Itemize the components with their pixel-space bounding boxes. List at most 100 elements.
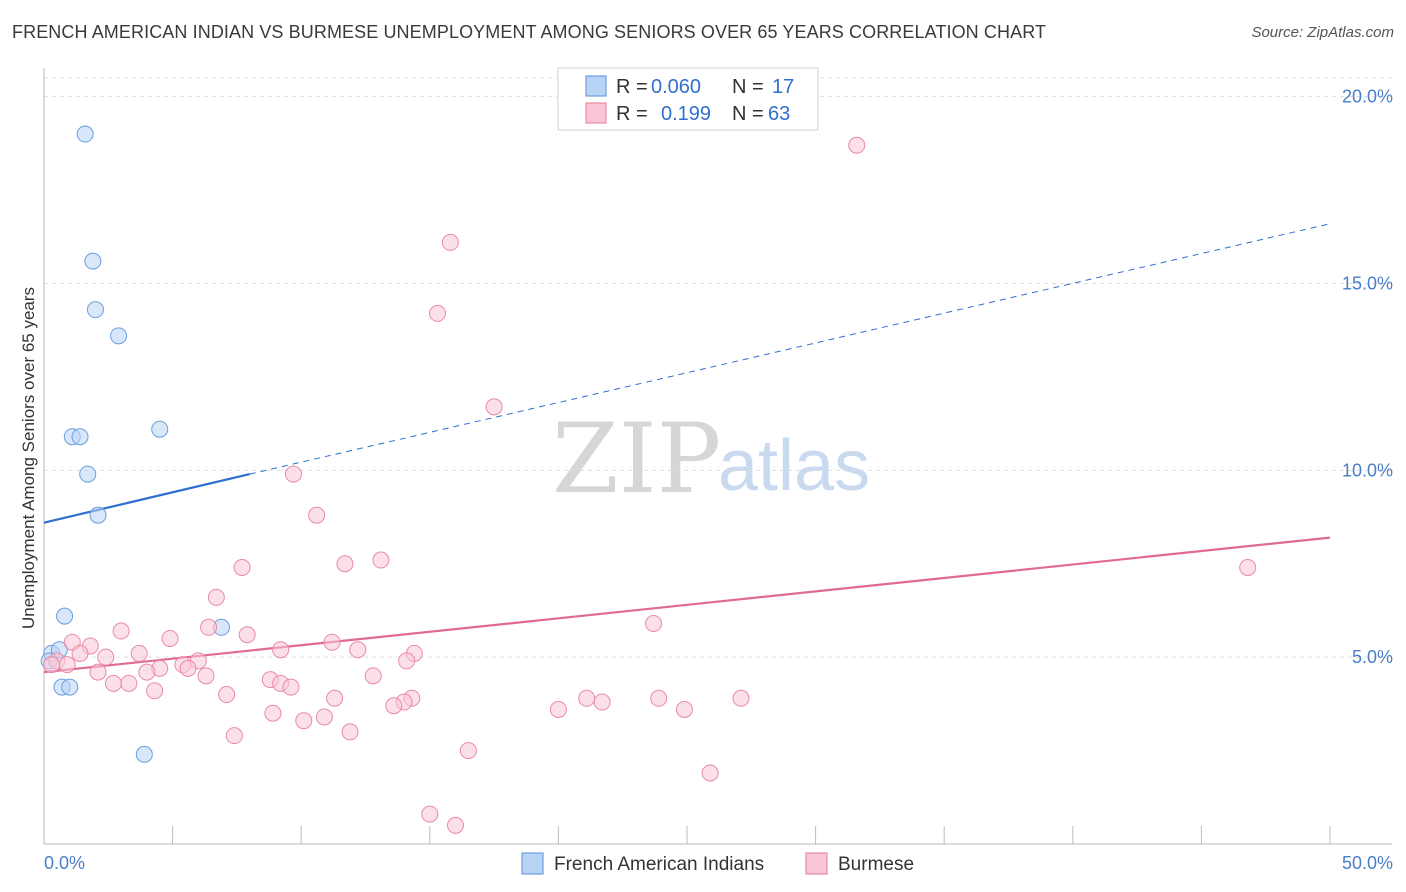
legend-r-value-blue: 0.060 [651, 76, 701, 98]
points-french-american-indians [40, 125, 230, 763]
point-burmese [650, 689, 668, 707]
legend-r-label-pink: R = [616, 103, 648, 125]
point-burmese [349, 641, 367, 659]
point-french-american-indians [89, 506, 107, 524]
point-burmese [732, 689, 750, 707]
point-burmese [120, 674, 138, 692]
watermark-zip: ZIP [552, 403, 721, 515]
point-burmese [421, 805, 439, 823]
trend-lines [43, 223, 1331, 674]
point-french-american-indians [86, 301, 104, 319]
point-burmese [97, 648, 115, 666]
point-burmese [284, 465, 302, 483]
point-burmese [200, 618, 218, 636]
point-burmese [701, 764, 719, 782]
chart-title: FRENCH AMERICAN INDIAN VS BURMESE UNEMPL… [12, 22, 1047, 42]
trend-line-french-american-indians [43, 473, 251, 524]
point-burmese [675, 700, 693, 718]
point-burmese [341, 723, 359, 741]
y-tick-label: 20.0% [1342, 87, 1393, 107]
point-burmese [225, 727, 243, 745]
point-burmese [295, 712, 313, 730]
point-french-american-indians [61, 678, 79, 696]
point-burmese [1239, 558, 1257, 576]
y-axis-label: Unemployment Among Seniors over 65 years [19, 287, 38, 629]
point-burmese [207, 588, 225, 606]
point-burmese [385, 697, 403, 715]
point-burmese [441, 233, 459, 251]
y-ticks: 5.0% 10.0% 15.0% 20.0% [1342, 87, 1393, 667]
point-burmese [71, 644, 89, 662]
point-french-american-indians [71, 428, 89, 446]
point-burmese [112, 622, 130, 640]
point-burmese [89, 663, 107, 681]
point-burmese [43, 656, 61, 674]
x-tick-label: 50.0% [1342, 853, 1393, 873]
point-french-american-indians [110, 327, 128, 345]
legend-r-value-pink: 0.199 [661, 103, 711, 125]
point-burmese [146, 682, 164, 700]
point-french-american-indians [76, 125, 94, 143]
point-burmese [272, 641, 290, 659]
y-tick-label: 15.0% [1342, 274, 1393, 294]
point-burmese [58, 656, 76, 674]
point-burmese [549, 700, 567, 718]
series-legend-swatch-blue [521, 852, 544, 875]
point-burmese [197, 667, 215, 685]
point-burmese [233, 558, 251, 576]
point-burmese [104, 674, 122, 692]
legend-n-label-pink: N = [732, 103, 764, 125]
point-burmese [161, 629, 179, 647]
point-burmese [447, 816, 465, 834]
legend-n-value-pink: 63 [768, 103, 790, 125]
x-tick-label: 0.0% [44, 853, 85, 873]
series-legend-label-pink: Burmese [838, 854, 914, 875]
legend-swatch-pink [585, 102, 607, 124]
points-burmese [43, 136, 1257, 834]
trend-line-burmese [43, 536, 1331, 674]
point-burmese [323, 633, 341, 651]
point-burmese [429, 304, 447, 322]
x-ticks: 0.0% 50.0% [43, 826, 1393, 873]
point-burmese [218, 686, 236, 704]
trend-line-french-american-indians-extension [249, 223, 1331, 475]
axes [43, 68, 1392, 845]
point-french-american-indians [79, 465, 97, 483]
correlation-legend: R = 0.060 N = 17 R = 0.199 N = 63 [557, 67, 819, 131]
point-burmese [308, 506, 326, 524]
series-legend-swatch-pink [805, 852, 828, 875]
point-burmese [364, 667, 382, 685]
point-burmese [179, 659, 197, 677]
point-burmese [138, 663, 156, 681]
series-legend: French American Indians Burmese [521, 852, 914, 875]
point-french-american-indians [56, 607, 74, 625]
point-burmese [645, 615, 663, 633]
point-burmese [264, 704, 282, 722]
legend-r-label-blue: R = [616, 76, 648, 98]
legend-n-value-blue: 17 [772, 76, 794, 98]
point-burmese [459, 742, 477, 760]
series-legend-label-blue: French American Indians [554, 854, 764, 875]
point-burmese [315, 708, 333, 726]
point-burmese [326, 689, 344, 707]
point-french-american-indians [135, 745, 153, 763]
point-burmese [398, 652, 416, 670]
point-burmese [593, 693, 611, 711]
point-french-american-indians [151, 420, 169, 438]
watermark: ZIP atlas [552, 403, 870, 515]
y-tick-label: 10.0% [1342, 460, 1393, 480]
watermark-atlas: atlas [718, 426, 870, 506]
point-burmese [372, 551, 390, 569]
point-burmese [238, 626, 256, 644]
point-burmese [578, 689, 596, 707]
point-burmese [848, 136, 866, 154]
y-tick-label: 5.0% [1352, 647, 1393, 667]
point-french-american-indians [84, 252, 102, 270]
source-credit: Source: ZipAtlas.com [1251, 24, 1394, 41]
point-burmese [130, 644, 148, 662]
point-burmese [282, 678, 300, 696]
legend-swatch-blue [585, 75, 607, 97]
point-burmese [336, 555, 354, 573]
legend-n-label-blue: N = [732, 76, 764, 98]
